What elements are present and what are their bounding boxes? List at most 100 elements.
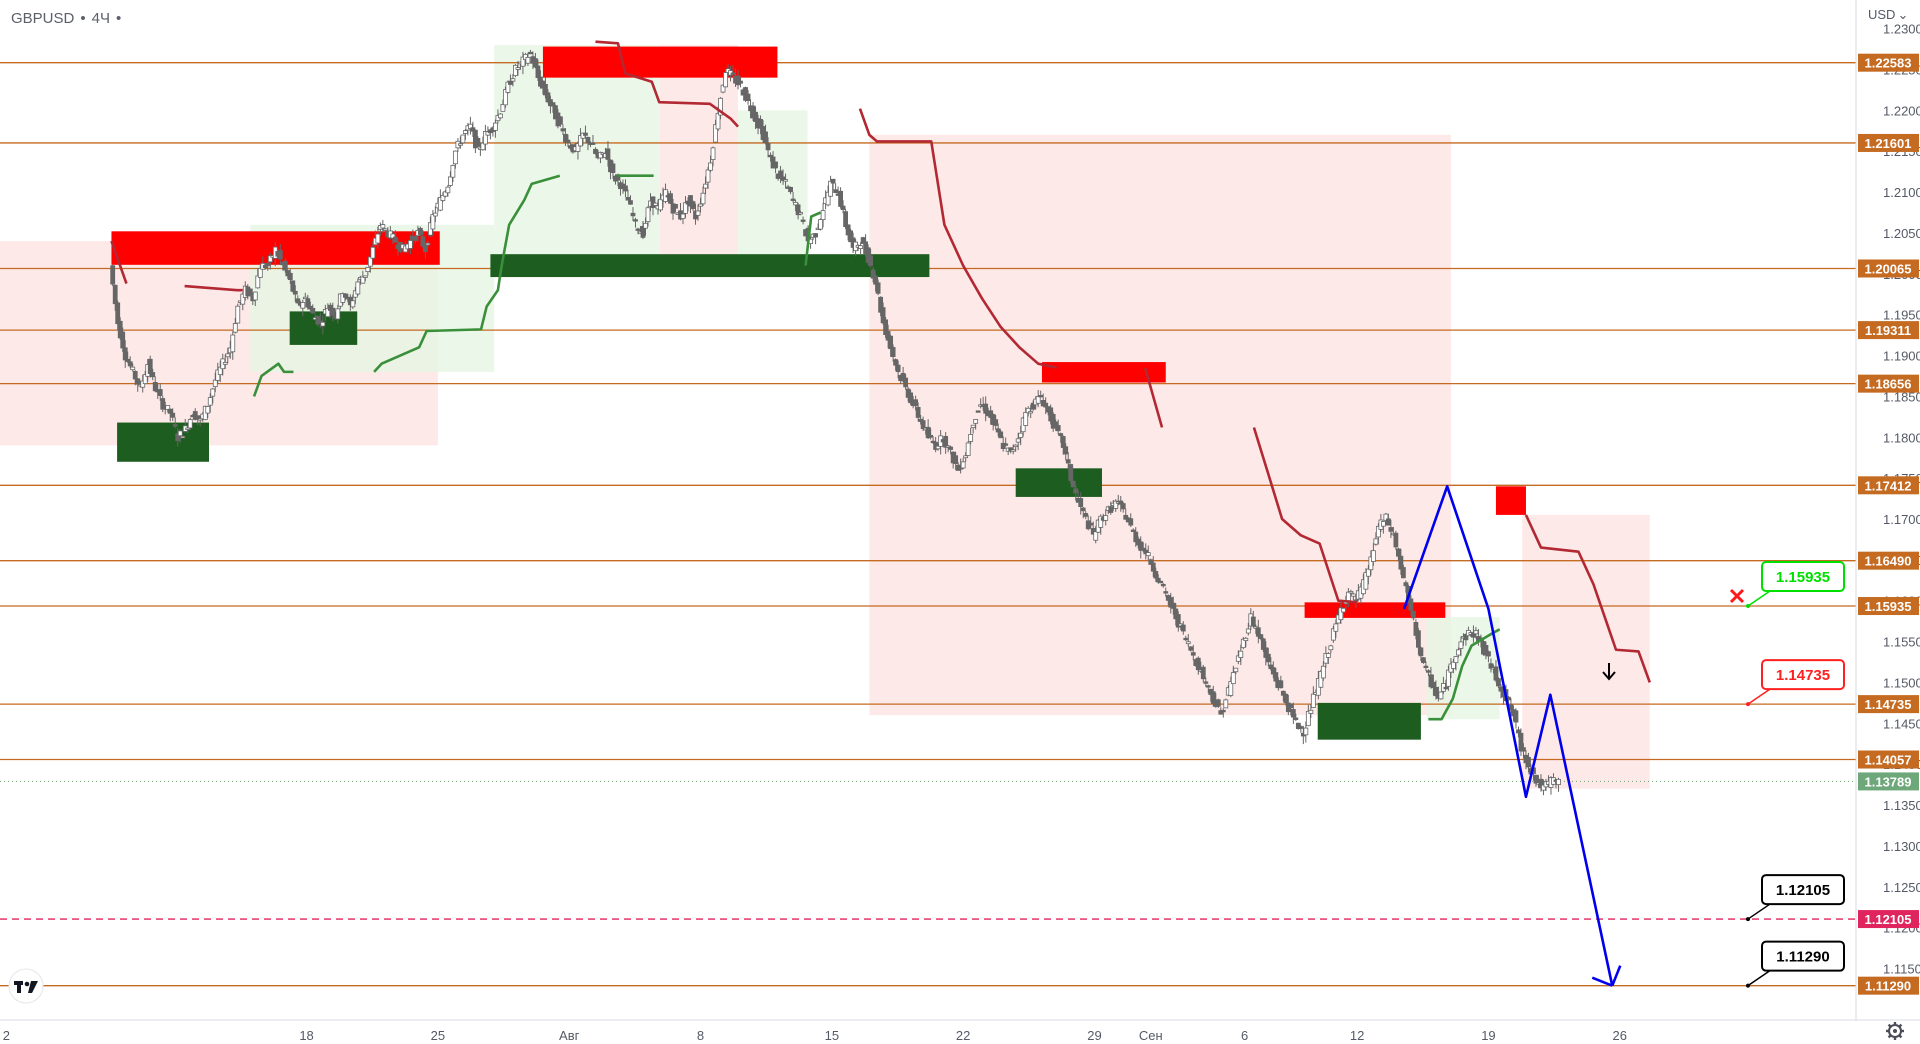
- callout-box: [1761, 659, 1845, 691]
- candle-body: [1070, 480, 1076, 488]
- price-callout[interactable]: 1.11290: [1746, 940, 1845, 988]
- callout-anchor: [1746, 702, 1750, 707]
- candle-body: [1173, 608, 1179, 620]
- candle-body: [628, 200, 633, 205]
- candle-body: [407, 240, 413, 249]
- forecast-arrowhead: [1591, 976, 1613, 987]
- candle-body: [658, 198, 663, 211]
- candle-body: [1140, 547, 1146, 551]
- candle-body: [432, 212, 438, 217]
- price-badge: [1858, 695, 1919, 714]
- candle-body: [225, 353, 231, 358]
- candle-body: [392, 236, 398, 243]
- candle-body: [848, 230, 853, 243]
- candle-body: [710, 147, 716, 160]
- candle-body: [277, 250, 283, 260]
- candle-body: [1240, 638, 1246, 649]
- candle-body: [578, 135, 583, 147]
- candle-body: [695, 210, 701, 216]
- candle-body: [1421, 657, 1426, 663]
- candle-body: [965, 442, 971, 456]
- candle-body: [1413, 622, 1419, 636]
- time-tick-label: 19: [1481, 1028, 1495, 1043]
- candle-body: [342, 293, 348, 298]
- callout-label: 1.11290: [1776, 949, 1829, 966]
- forecast-line[interactable]: [1402, 484, 1614, 986]
- time-tick-label: 12: [1350, 1028, 1364, 1043]
- time-tick-label: 15: [825, 1028, 839, 1043]
- candle-body: [683, 202, 688, 214]
- candle-body: [130, 366, 136, 371]
- price-callout[interactable]: 1.14735: [1746, 659, 1845, 707]
- candle-body: [790, 198, 796, 201]
- price-badge: [1858, 976, 1919, 995]
- price-badge-label: 1.19311: [1865, 323, 1911, 338]
- candle-body: [483, 131, 488, 145]
- price-tick-label: 1.18500: [1883, 389, 1920, 404]
- candle-body: [235, 305, 241, 324]
- price-callout[interactable]: 1.12105: [1746, 874, 1845, 922]
- gear-icon[interactable]: [1886, 1022, 1904, 1040]
- candle-body: [1516, 729, 1521, 734]
- candle-body: [913, 399, 919, 407]
- candle-body: [583, 132, 588, 136]
- candle-body: [1180, 624, 1186, 632]
- price-badge: [1858, 321, 1919, 340]
- currency-selector[interactable]: USD ⌄: [1868, 7, 1908, 22]
- candle-body: [545, 92, 551, 103]
- candle-body: [888, 335, 894, 350]
- supply-zone: [1495, 486, 1526, 515]
- symbol-title[interactable]: GBPUSD • 4Ч •: [11, 10, 121, 27]
- candle-body: [255, 275, 261, 289]
- price-tick-label: 1.19000: [1883, 349, 1920, 364]
- price-callout[interactable]: 1.15935: [1746, 561, 1845, 609]
- time-tick-label: 25: [431, 1028, 445, 1043]
- candle-body: [765, 143, 771, 151]
- price-badge-label: 1.18656: [1865, 377, 1912, 392]
- price-tick-label: 1.13500: [1883, 798, 1920, 813]
- candle-body: [1556, 778, 1561, 786]
- callout-anchor: [1746, 983, 1750, 988]
- forecast-path[interactable]: [1402, 484, 1622, 987]
- candle-body: [1270, 667, 1276, 675]
- candle-body: [150, 372, 156, 378]
- trend-fills: [0, 44, 1650, 789]
- price-badge: [1858, 772, 1919, 791]
- candle-body: [1163, 591, 1169, 594]
- price-callouts[interactable]: 1.15935 1.14735 1.12105 1.11290: [1746, 561, 1845, 988]
- candle-body: [575, 143, 581, 152]
- candle-body: [1143, 549, 1149, 555]
- candle-body: [1278, 680, 1284, 689]
- price-badge-label: 1.20065: [1865, 261, 1912, 276]
- demand-zone: [289, 311, 358, 345]
- candle-body: [1380, 521, 1386, 527]
- demand-zone: [1015, 468, 1102, 497]
- candle-body: [1471, 632, 1476, 638]
- candle-body: [975, 410, 981, 413]
- candle-body: [1483, 644, 1489, 656]
- bearish-trailing-stop: [1524, 514, 1651, 683]
- candle-body: [590, 142, 596, 145]
- candle-body: [1325, 653, 1331, 658]
- candle-body: [1408, 598, 1414, 611]
- candle-body: [1050, 413, 1056, 429]
- tradingview-logo-icon[interactable]: [8, 968, 44, 1004]
- candle-body: [673, 204, 678, 209]
- candle-body: [830, 178, 836, 184]
- price-axis-ticks[interactable]: 1.230001.225001.220001.215001.210001.205…: [1883, 22, 1920, 977]
- candle-body: [525, 56, 531, 64]
- candle-body: [758, 118, 763, 129]
- candle-body: [1058, 433, 1064, 437]
- candle-body: [140, 380, 146, 388]
- candle-body: [1238, 650, 1244, 658]
- callout-anchor: [1746, 917, 1750, 922]
- candle-body: [925, 426, 931, 439]
- callout-box: [1761, 940, 1845, 972]
- candle-body: [868, 255, 874, 266]
- candle-body: [1521, 747, 1526, 752]
- candle-body: [998, 431, 1004, 439]
- candle-body: [880, 307, 886, 324]
- candle-body: [738, 80, 743, 84]
- time-axis-ticks[interactable]: 2 18 25 Авг 8 15 22 29 Сен 6 12 19 26: [3, 1028, 1627, 1043]
